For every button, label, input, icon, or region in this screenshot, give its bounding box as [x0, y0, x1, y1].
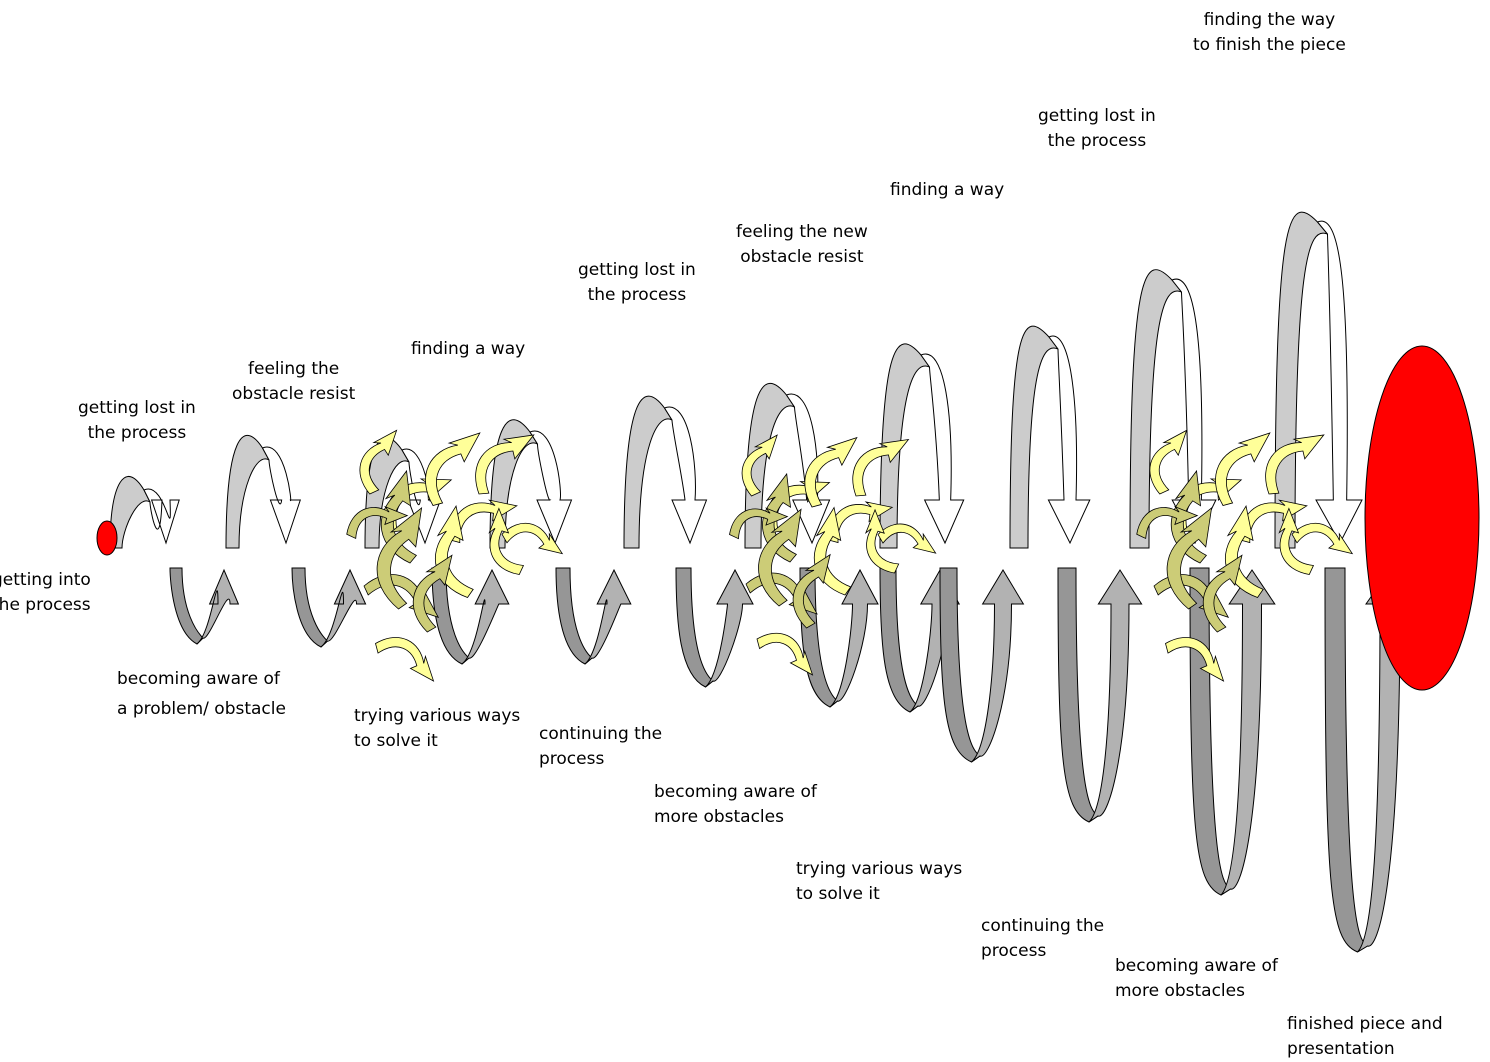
spiral-arrows	[109, 211, 1415, 953]
label-trying-ways-1: trying various ways to solve it	[354, 706, 521, 751]
arch-9	[1129, 269, 1217, 549]
swirl-c-8	[1166, 507, 1213, 610]
loop-5	[675, 567, 754, 688]
swirl-a-1	[359, 429, 398, 495]
label-continuing-2: continuing the process	[981, 916, 1105, 961]
swirl-a-11	[501, 522, 564, 555]
swirl-b-13	[756, 632, 814, 676]
swirl-c-10	[1136, 505, 1199, 540]
swirl-a-12	[412, 554, 453, 633]
swirl-b-4	[804, 436, 858, 508]
swirl-c-14	[1278, 507, 1315, 575]
arch-5	[623, 395, 708, 549]
swirl-a-10	[346, 505, 409, 540]
label-continuing-1: continuing the process	[539, 724, 663, 769]
label-finished-piece: finished piece and presentation	[1287, 1014, 1443, 1059]
swirl-a-8	[376, 507, 423, 610]
swirl-b-11	[877, 523, 937, 554]
swirl-b-8	[758, 508, 802, 607]
swirl-c-4	[1215, 432, 1271, 506]
swirl-b-1	[741, 434, 778, 497]
label-getting-lost-3: getting lost in the process	[1038, 106, 1156, 151]
label-getting-into-process: getting into the process	[0, 570, 91, 615]
swirl-b-7	[852, 438, 910, 497]
swirl-c-1	[1149, 429, 1188, 495]
arch-10	[1274, 211, 1363, 549]
label-finding-way-1: finding a way	[411, 339, 526, 359]
label-getting-lost-2: getting lost in the process	[578, 260, 696, 305]
loop-9	[1057, 567, 1143, 823]
label-finding-way-finish: finding the way to finish the piece	[1193, 10, 1346, 55]
swirl-c-13	[1165, 637, 1225, 682]
swirl-a-7	[475, 434, 535, 495]
swirl-b-14	[864, 508, 900, 574]
swirl-b-10	[729, 507, 789, 540]
swirl-b-12	[792, 553, 831, 629]
label-feeling-resist-2: feeling the new obstacle resist	[736, 222, 868, 267]
loop-8	[939, 567, 1025, 763]
loop-1	[169, 567, 240, 645]
swirl-a-4	[425, 432, 481, 506]
label-becoming-aware-1: becoming aware of a problem/ obstacle	[117, 669, 286, 719]
swirl-a-14	[488, 507, 525, 575]
swirl-c-12	[1202, 554, 1243, 633]
swirl-c-11	[1291, 522, 1354, 555]
label-feeling-resist-1: feeling the obstacle resist	[232, 359, 356, 404]
finished-piece-ellipse	[1364, 345, 1480, 691]
label-finding-way-2: finding a way	[890, 180, 1005, 200]
loop-4	[555, 567, 632, 665]
swirl-a-13	[375, 637, 435, 682]
label-trying-ways-2: trying various ways to solve it	[796, 859, 963, 904]
label-becoming-aware-3: becoming aware of more obstacles	[1115, 956, 1278, 1001]
loop-10	[1189, 567, 1276, 896]
obstacle-swirl-arrows	[346, 429, 1354, 682]
loop-3	[431, 567, 510, 665]
loop-2	[291, 567, 367, 648]
label-getting-lost-1: getting lost in the process	[78, 398, 196, 443]
arch-2	[225, 434, 301, 549]
arch-1	[109, 476, 180, 549]
label-becoming-aware-2: becoming aware of more obstacles	[654, 782, 817, 827]
arch-8	[1009, 325, 1091, 549]
swirl-c-9	[1225, 505, 1264, 598]
start-dot	[96, 520, 118, 556]
swirl-c-7	[1265, 434, 1325, 495]
